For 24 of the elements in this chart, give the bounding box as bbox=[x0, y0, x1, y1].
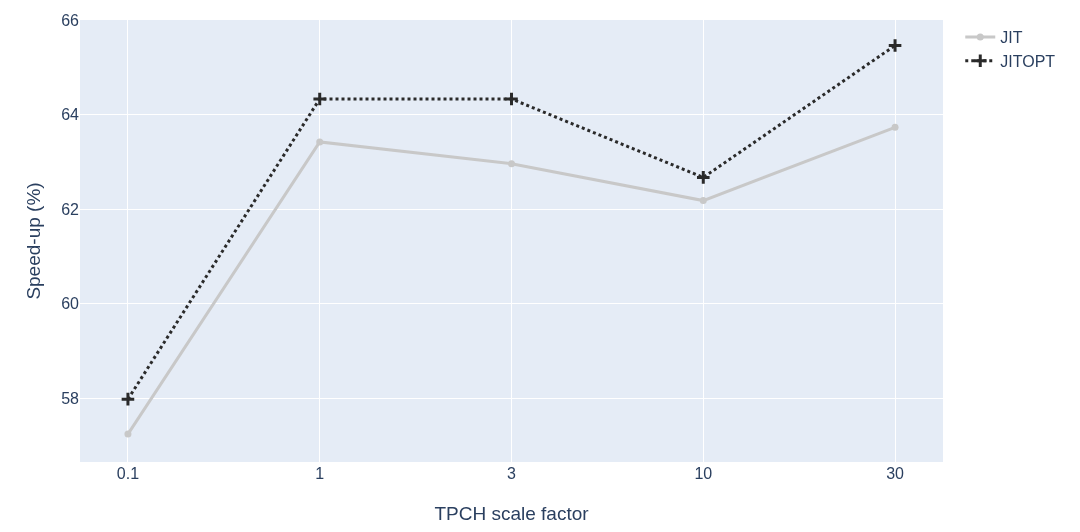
x-tick-label: 3 bbox=[507, 465, 517, 482]
point bbox=[316, 138, 324, 146]
y-tick-label: 58 bbox=[61, 389, 80, 407]
point bbox=[891, 123, 899, 131]
legend-label: JIT bbox=[1000, 29, 1023, 47]
y-tick-label: 64 bbox=[61, 106, 80, 124]
point bbox=[508, 160, 515, 168]
x-axis-title: TPCH scale factor bbox=[434, 502, 590, 524]
point bbox=[695, 169, 712, 186]
y-axis-title: Speed-up (%) bbox=[23, 182, 45, 300]
x-tick-label: 1 bbox=[315, 465, 325, 482]
point bbox=[311, 91, 328, 107]
x-tick-label: 30 bbox=[886, 465, 905, 482]
point bbox=[699, 197, 707, 205]
x-tick-label: 0.1 bbox=[116, 465, 140, 482]
y-tick-label: 66 bbox=[61, 11, 80, 29]
y-tick-label: 60 bbox=[61, 295, 80, 313]
point bbox=[124, 430, 132, 438]
x-tick-label: 10 bbox=[694, 465, 713, 482]
point bbox=[887, 37, 903, 54]
legend-label: JITOPT bbox=[1000, 52, 1056, 70]
point bbox=[120, 391, 136, 407]
y-tick-label: 62 bbox=[61, 200, 80, 218]
point bbox=[503, 91, 520, 107]
